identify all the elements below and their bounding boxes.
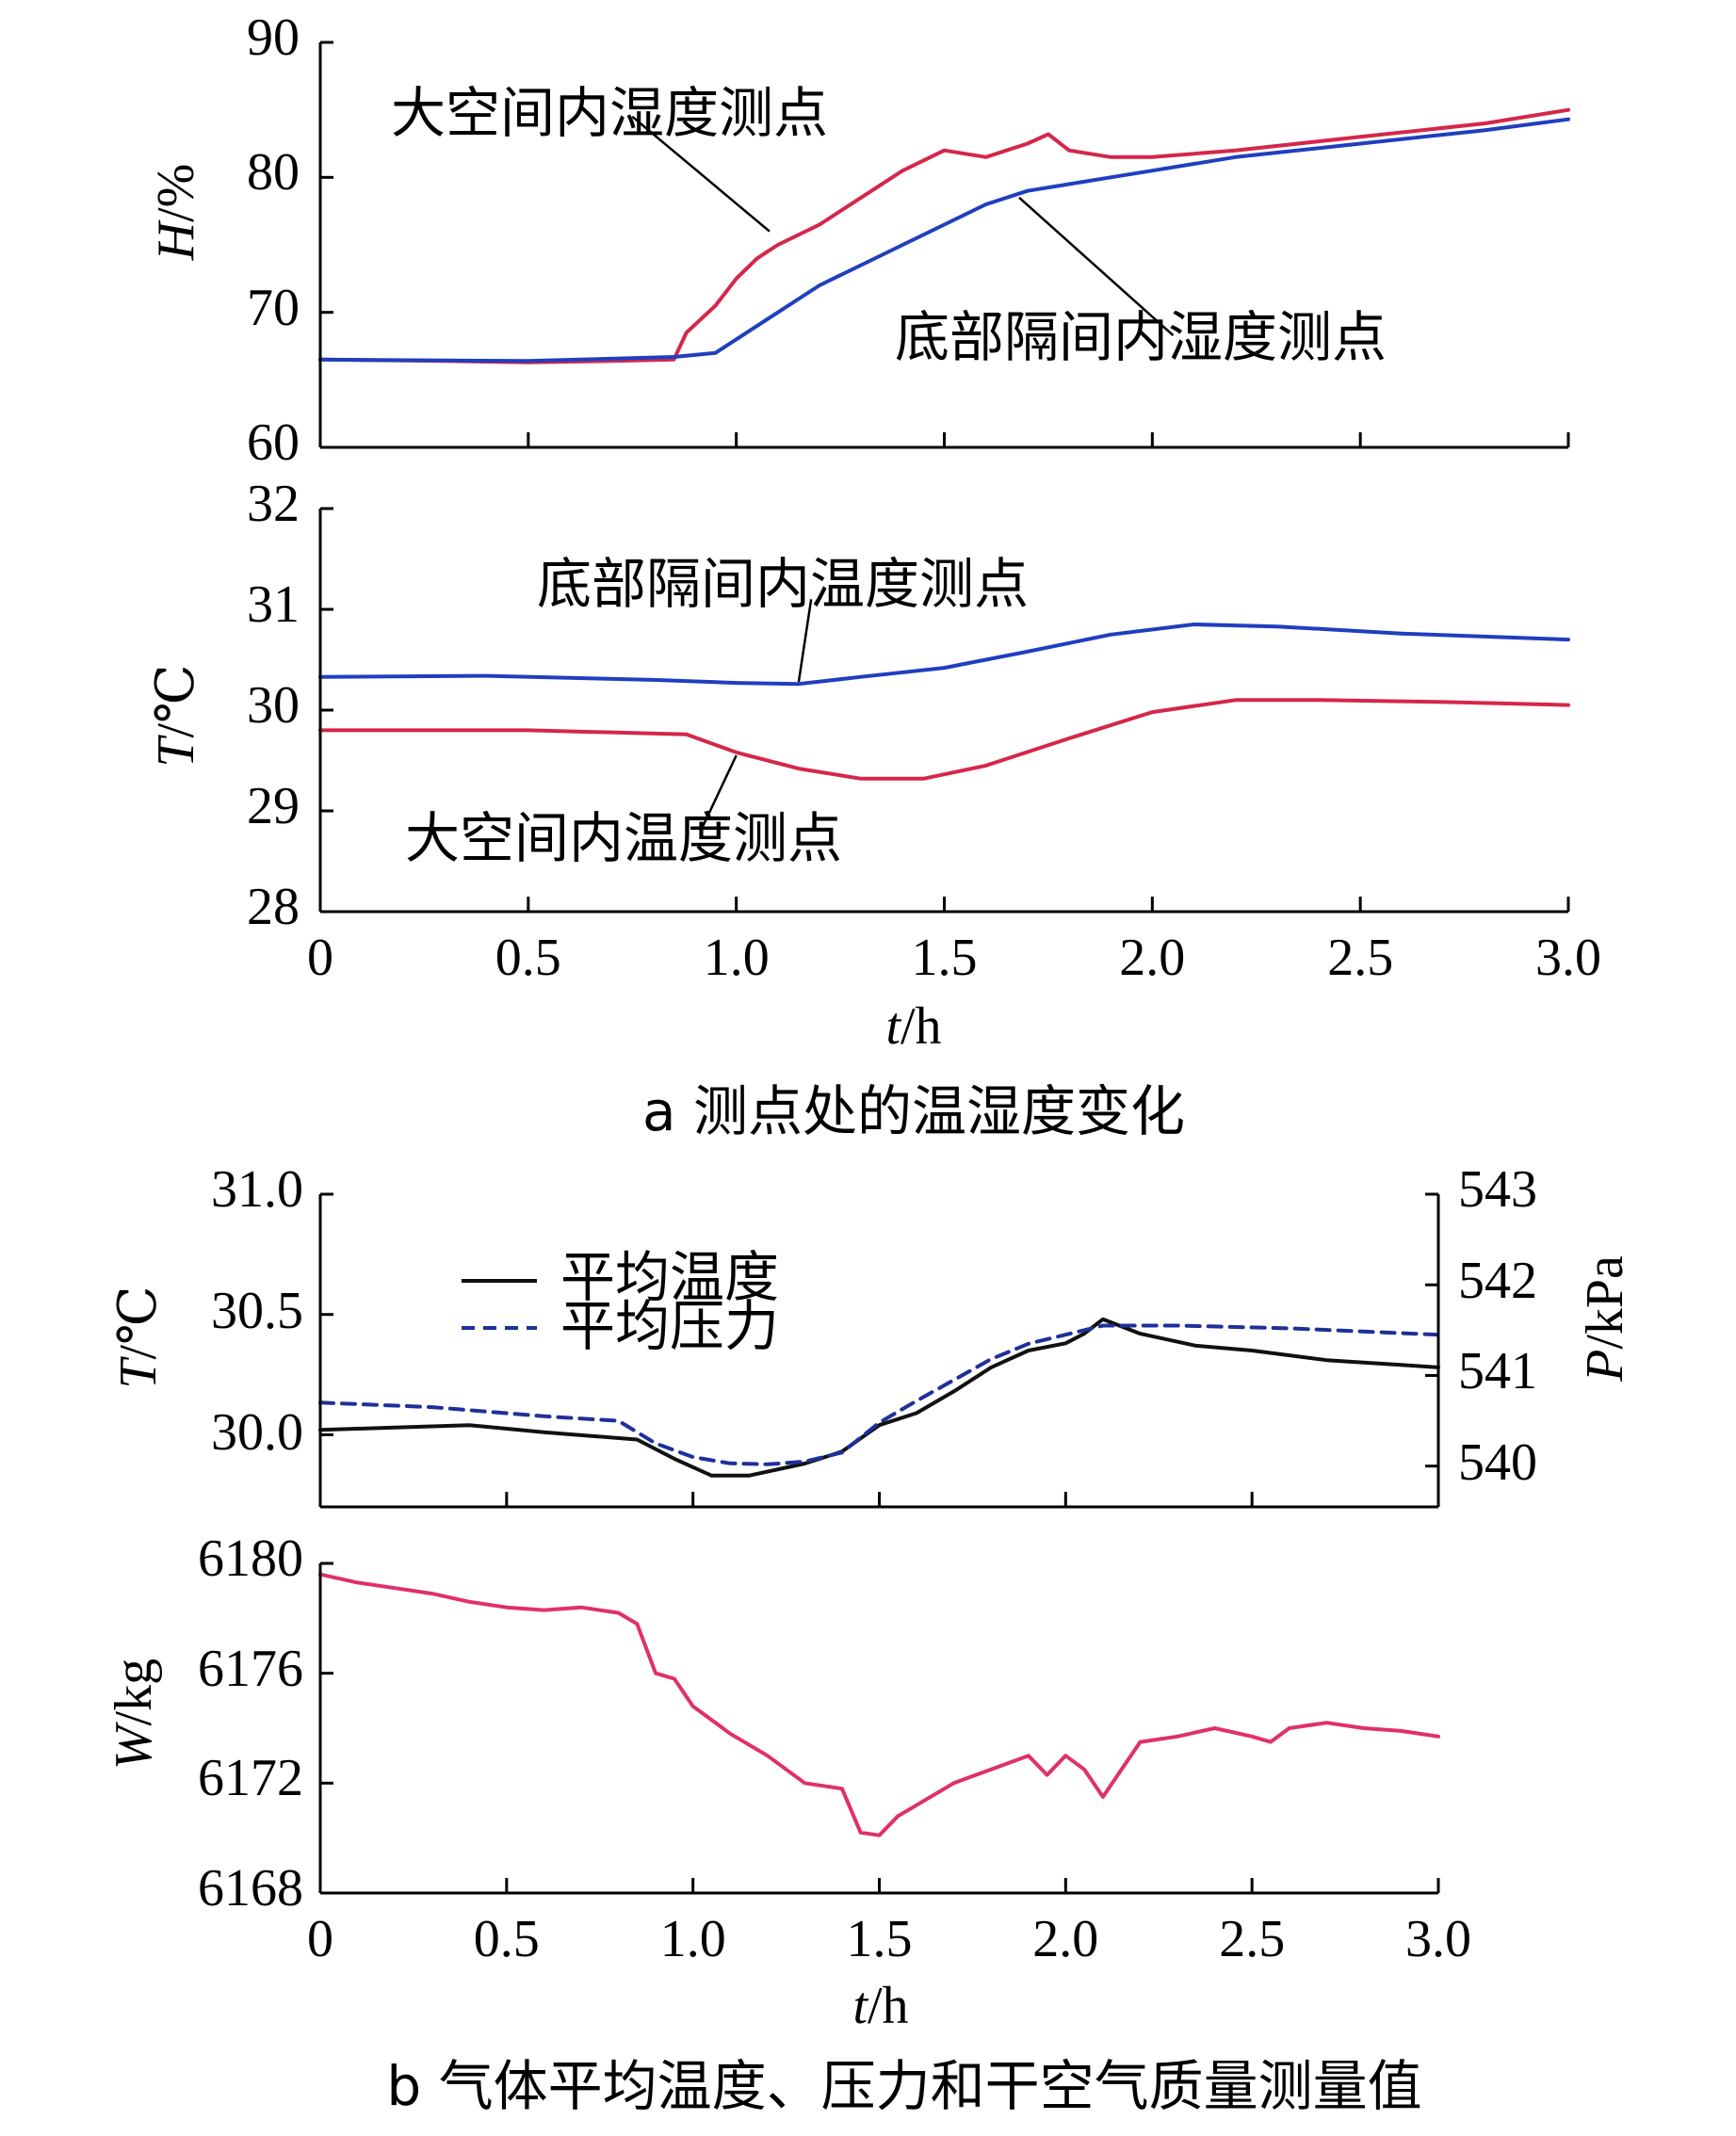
dry_air_mass-series-line-0 (318, 1572, 1440, 1837)
top-xtick-label: 3.0 (1535, 929, 1601, 987)
humidity-series-line-0 (318, 107, 1570, 364)
pressure-ytick-label: 543 (1458, 1160, 1537, 1219)
humidity-ytick-label: 70 (247, 279, 300, 337)
humidity-annotation-big-space: 大空间内湿度测点 (391, 81, 828, 145)
pressure-ylabel-var: P (1576, 1350, 1634, 1383)
dry-air-mass-ytick-label: 6172 (198, 1749, 303, 1807)
legend-avg-pressure-label: 平均压力 (560, 1294, 779, 1358)
pressure-y-tick-marks (1425, 1192, 1438, 1468)
pressure-ytick-label: 540 (1458, 1433, 1537, 1492)
avg-temp-y-tick-marks (320, 1192, 333, 1436)
avg-temp-pressure-series-group (318, 1317, 1440, 1478)
avg-temp-ylabel-unit: /℃ (109, 1286, 168, 1359)
bottom-xtick-label: 2.5 (1219, 1910, 1285, 1968)
top-xtick-label: 0 (307, 929, 333, 987)
temperature-annotation-lines (702, 599, 813, 827)
bottom-xtick-label: 1.0 (660, 1910, 726, 1968)
humidity-annotation-leader-0 (631, 115, 771, 233)
humidity-ylabel-var: H (147, 219, 205, 261)
temperature-panel: 28 29 30 31 32 T/℃ 底部隔间内温度测点 大空间内温度测点 0 … (147, 475, 1601, 1143)
temperature-ylabel-var: T (147, 735, 205, 768)
top-xtick-label: 0.5 (495, 929, 561, 987)
dry-air-mass-ytick-label: 6168 (198, 1859, 303, 1918)
humidity-panel: 60 70 80 90 H/% 大空间内湿度测点 底部隔间内湿度测点 (147, 8, 1570, 472)
dry-air-mass-ytick-label: 6180 (198, 1529, 303, 1588)
temperature-y-tick-marks (320, 507, 333, 914)
dry-air-mass-ylabel-var: W (105, 1722, 163, 1770)
caption-a: a 测点处的温湿度变化 (642, 1079, 1185, 1143)
dry-air-mass-ytick-label: 6176 (198, 1640, 303, 1698)
avg-temp-ytick-label: 31.0 (211, 1160, 303, 1219)
avg-temp-ytick-label: 30.0 (211, 1403, 303, 1462)
temperature-y-axis-label: T/℃ (147, 664, 205, 767)
avg_temp_pressure-series-line-0 (318, 1317, 1440, 1478)
temperature-series-group (318, 623, 1570, 781)
top-xtick-label: 2.0 (1119, 929, 1185, 987)
dry-air-mass-series-group (318, 1572, 1440, 1837)
pressure-ytick-label: 541 (1458, 1342, 1537, 1400)
avg-temp-x-tick-marks (318, 1492, 1440, 1507)
bottom-xlabel-var: t (852, 1977, 868, 2035)
humidity-series-line-1 (318, 117, 1570, 364)
avg_temp_pressure-series-line-1 (318, 1323, 1440, 1466)
temperature-series-line-1 (318, 698, 1570, 781)
temperature-annotation-big-space: 大空间内温度测点 (405, 806, 842, 870)
temperature-annotation-bottom-compartment: 底部隔间内温度测点 (537, 552, 1029, 616)
humidity-ytick-label: 90 (247, 8, 300, 67)
humidity-ytick-label: 60 (247, 413, 300, 472)
humidity-x-tick-marks (318, 432, 1570, 447)
humidity-annotation-lines (631, 115, 1175, 336)
top-xtick-label: 1.0 (704, 929, 770, 987)
dry-air-mass-y-tick-marks (320, 1562, 333, 1895)
bottom-x-axis-label: t/h (852, 1977, 908, 2035)
avg-temp-ylabel-var: T (109, 1356, 168, 1389)
dry-air-mass-ylabel-unit: /kg (105, 1659, 163, 1726)
bottom-xtick-label: 1.5 (847, 1910, 913, 1968)
pressure-y-axis-label: P/kPa (1576, 1255, 1634, 1383)
top-x-axis-label: t/h (885, 997, 941, 1056)
humidity-series-group (318, 107, 1570, 364)
dry-air-mass-panel: 6168 6172 6176 6180 W/kg 0 0.5 1.0 1.5 2… (105, 1529, 1471, 2118)
humidity-y-axis-label: H/% (147, 164, 205, 262)
top-xlabel-unit: /h (900, 997, 942, 1056)
bottom-xtick-label: 3.0 (1405, 1910, 1471, 1968)
bottom-xtick-label: 0.5 (474, 1910, 540, 1968)
legend-avg-temp-label: 平均温度 (560, 1245, 779, 1309)
temperature-annotation-leader-1 (702, 754, 738, 827)
temperature-x-tick-marks (318, 897, 1570, 912)
temperature-ytick-label: 32 (247, 475, 300, 533)
humidity-annotation-leader-1 (1018, 196, 1175, 336)
temperature-ytick-label: 30 (247, 676, 300, 735)
temperature-ylabel-unit: /℃ (147, 664, 205, 737)
bottom-xtick-label: 2.0 (1032, 1910, 1098, 1968)
humidity-ylabel-unit: /% (147, 164, 205, 222)
dry-air-mass-y-axis-label: W/kg (105, 1659, 163, 1770)
top-xtick-label: 2.5 (1327, 929, 1393, 987)
bottom-xtick-label: 0 (307, 1910, 333, 1968)
humidity-y-tick-marks (320, 40, 333, 449)
avg-temp-y-axis-label: T/℃ (109, 1286, 168, 1388)
caption-b: b 气体平均温度、压力和干空气质量测量值 (386, 2054, 1421, 2118)
temperature-ytick-label: 28 (247, 878, 300, 936)
pressure-ytick-label: 542 (1458, 1252, 1537, 1310)
bottom-xlabel-unit: /h (868, 1977, 909, 2035)
top-xlabel-var: t (885, 997, 901, 1056)
avg-temp-pressure-panel: 30.0 30.5 31.0 540 541 542 543 T/℃ P/kPa… (109, 1160, 1634, 1509)
temperature-ytick-label: 31 (247, 575, 300, 634)
avg-temp-ytick-label: 30.5 (211, 1282, 303, 1340)
temperature-ytick-label: 29 (247, 777, 300, 835)
humidity-annotation-bottom-compartment: 底部隔间内湿度测点 (895, 305, 1387, 369)
dry-air-mass-x-tick-marks (318, 1878, 1440, 1893)
temperature-annotation-leader-0 (797, 599, 813, 683)
humidity-ytick-label: 80 (247, 143, 300, 202)
temperature-series-line-0 (318, 623, 1570, 687)
pressure-ylabel-unit: /kPa (1576, 1255, 1634, 1350)
top-xtick-label: 1.5 (912, 929, 978, 987)
